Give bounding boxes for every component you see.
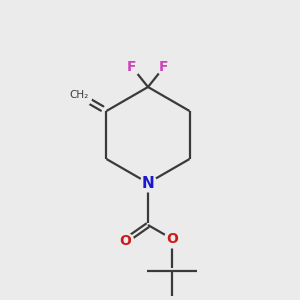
Text: O: O	[166, 232, 178, 246]
Text: F: F	[159, 60, 169, 74]
Text: F: F	[127, 60, 137, 74]
Text: CH₂: CH₂	[70, 90, 89, 100]
Text: N: N	[142, 176, 154, 190]
Text: O: O	[119, 234, 131, 248]
